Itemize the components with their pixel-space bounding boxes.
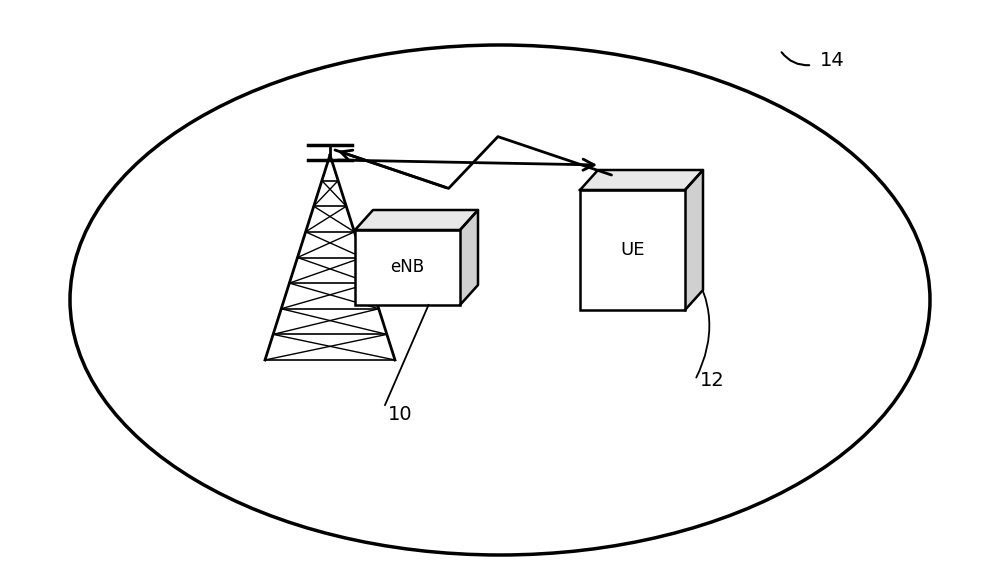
Text: eNB: eNB (390, 259, 425, 277)
Text: 10: 10 (388, 405, 412, 424)
Text: 12: 12 (700, 370, 725, 389)
Polygon shape (460, 210, 478, 305)
Bar (355, 230, 460, 305)
Ellipse shape (70, 45, 930, 555)
Text: UE: UE (620, 241, 645, 259)
Text: 14: 14 (820, 51, 845, 70)
Polygon shape (355, 210, 478, 230)
Polygon shape (580, 170, 703, 190)
Polygon shape (685, 170, 703, 310)
Bar (580, 190, 685, 310)
